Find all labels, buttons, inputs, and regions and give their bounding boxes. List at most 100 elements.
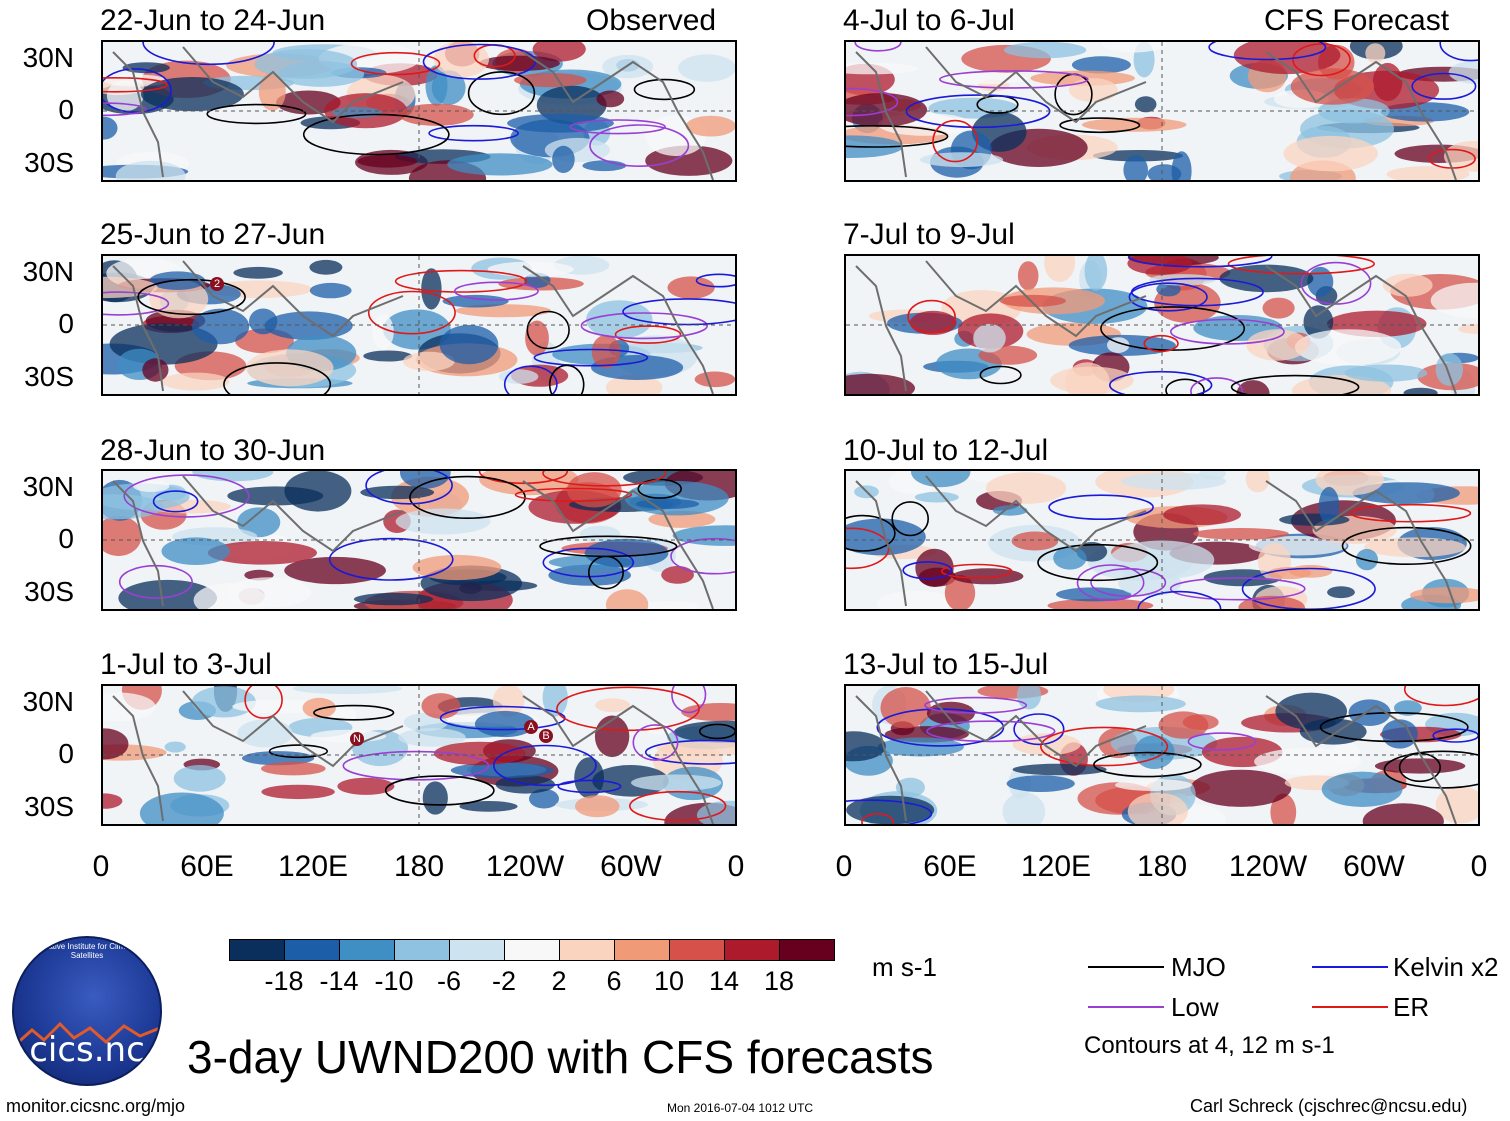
panel-title: 28-Jun to 30-Jun <box>100 434 326 467</box>
wind-anomaly-blob <box>1053 546 1087 570</box>
contour-line <box>1439 42 1478 62</box>
contour-line <box>698 723 735 740</box>
wind-anomaly-blob <box>1158 711 1209 739</box>
contour-line <box>542 471 667 487</box>
map-panel-obs-1 <box>101 40 737 182</box>
wind-anomaly-blob <box>1458 323 1478 334</box>
wind-anomaly-blob <box>173 765 226 792</box>
contour-line <box>846 514 896 552</box>
contour-line <box>670 537 735 575</box>
contour-line <box>556 686 700 732</box>
contour-line <box>1292 43 1351 77</box>
wind-anomaly-blob <box>400 471 451 489</box>
storm-label: 2 <box>210 277 224 291</box>
wind-anomaly-blob <box>421 693 461 719</box>
wind-anomaly-blob <box>846 373 915 394</box>
wind-anomaly-blob <box>142 358 169 382</box>
contour-line <box>854 42 902 52</box>
contour-line <box>633 78 696 101</box>
wind-anomaly-blob <box>1307 266 1334 297</box>
wind-anomaly-blob <box>395 508 491 535</box>
y-axis-label: 0 <box>58 738 74 769</box>
wind-anomaly-blob <box>447 153 553 176</box>
y-axis-label: 0 <box>58 94 74 125</box>
panel-title: 4-Jul to 6-Jul <box>843 4 1015 37</box>
wind-anomaly-blob <box>846 731 886 762</box>
wind-anomaly-blob <box>1374 758 1466 774</box>
wind-anomaly-blob <box>421 268 442 310</box>
map-panel-obs-4 <box>101 684 737 826</box>
wind-anomaly-blob <box>911 471 971 488</box>
wind-anomaly-blob <box>999 294 1066 307</box>
colorbar-label: -6 <box>436 966 462 996</box>
contour-line <box>302 113 450 156</box>
coastline <box>112 46 714 180</box>
coastline <box>112 690 714 824</box>
panel-title: 13-Jul to 15-Jul <box>843 648 1049 681</box>
contour-line <box>526 310 570 350</box>
contour-line <box>939 70 1089 89</box>
contour-line <box>907 299 956 334</box>
wind-anomaly-blob <box>1047 598 1154 609</box>
contour-line <box>394 269 528 293</box>
contour-line <box>342 750 490 781</box>
wind-anomaly-blob <box>192 471 274 482</box>
colorbar-label: -2 <box>491 966 517 996</box>
wind-anomaly-blob <box>1365 43 1386 64</box>
coastline <box>112 260 714 394</box>
y-axis-label: 30N <box>22 42 74 73</box>
wind-anomaly-blob <box>103 728 129 760</box>
wind-anomaly-blob <box>1017 261 1039 291</box>
wind-anomaly-blob <box>631 774 722 792</box>
footer-url[interactable]: monitor.cicsnc.org/mjo <box>6 1096 186 1116</box>
contour-line <box>478 471 568 485</box>
contour-line <box>926 720 1056 743</box>
wind-anomaly-blob <box>525 320 549 356</box>
contour-line <box>1300 261 1372 305</box>
wind-anomaly-blob <box>635 498 700 509</box>
wind-anomaly-blob <box>292 686 402 695</box>
wind-anomaly-blob <box>103 483 190 511</box>
wind-anomaly-blob <box>1303 305 1334 339</box>
x-axis-label: 60E <box>180 850 234 883</box>
wind-anomaly-blob <box>877 737 964 757</box>
wind-anomaly-blob <box>1006 775 1075 792</box>
wind-anomaly-blob <box>944 575 976 609</box>
contour-line <box>1383 750 1478 789</box>
wind-anomaly-blob <box>1069 78 1118 103</box>
contour-line <box>1208 42 1327 61</box>
x-axis-label: 120E <box>277 850 349 883</box>
wind-anomaly-blob <box>914 491 959 503</box>
wind-anomaly-blob <box>309 259 343 275</box>
wind-anomaly-blob <box>1344 364 1428 382</box>
colorbar-swatch <box>394 939 450 961</box>
contour-line <box>587 555 624 590</box>
legend-label-mjo: MJO <box>1171 952 1226 982</box>
legend-label-low: Low <box>1171 992 1219 1022</box>
contour-line <box>467 71 536 116</box>
contour-line <box>453 281 539 301</box>
contour-line <box>1230 374 1360 394</box>
contour-line <box>152 490 199 513</box>
wind-anomaly-blob <box>596 90 625 108</box>
panel-tag-cfs-forecast: CFS Forecast <box>1264 4 1450 37</box>
coastline <box>855 260 1457 394</box>
wind-anomaly-blob <box>591 334 621 369</box>
wind-anomaly-blob <box>575 795 620 818</box>
wind-anomaly-blob <box>1044 256 1076 282</box>
panel-title: 7-Jul to 9-Jul <box>843 218 1015 251</box>
wind-anomaly-blob <box>567 472 622 508</box>
colorbar-swatch <box>669 939 725 961</box>
contour-line <box>103 68 172 113</box>
wind-anomaly-blob <box>909 310 957 335</box>
wind-anomaly-blob <box>951 568 1024 585</box>
contour-line <box>1169 318 1285 345</box>
map-panel-fcst-4 <box>844 684 1480 826</box>
wind-anomaly-blob <box>353 592 434 606</box>
wind-anomaly-blob <box>1147 164 1182 180</box>
legend-swatch-er <box>1312 1006 1388 1008</box>
wind-anomaly-blob <box>498 369 539 384</box>
wind-anomaly-blob <box>529 788 559 809</box>
wind-anomaly-blob <box>1002 792 1046 824</box>
contour-line <box>1411 72 1477 100</box>
